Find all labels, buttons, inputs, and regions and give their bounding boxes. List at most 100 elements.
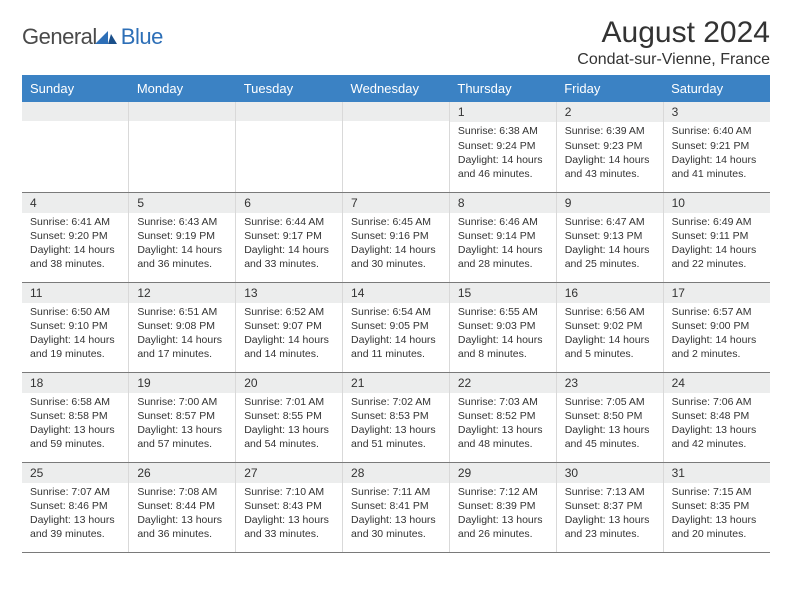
- calendar-day-cell: 25Sunrise: 7:07 AMSunset: 8:46 PMDayligh…: [22, 462, 129, 552]
- sunrise-line: Sunrise: 7:03 AM: [458, 395, 548, 409]
- calendar-day-cell: 24Sunrise: 7:06 AMSunset: 8:48 PMDayligh…: [663, 372, 770, 462]
- day-details: Sunrise: 7:06 AMSunset: 8:48 PMDaylight:…: [664, 393, 770, 456]
- day-number: 1: [450, 102, 556, 122]
- calendar-page: General Blue August 2024 Condat-sur-Vien…: [0, 0, 792, 612]
- day-details: Sunrise: 6:52 AMSunset: 9:07 PMDaylight:…: [236, 303, 342, 366]
- day-number: 3: [664, 102, 770, 122]
- daylight-line: Daylight: 14 hours and 8 minutes.: [458, 333, 548, 361]
- day-details: Sunrise: 6:51 AMSunset: 9:08 PMDaylight:…: [129, 303, 235, 366]
- day-number: 23: [557, 373, 663, 393]
- sunrise-line: Sunrise: 7:01 AM: [244, 395, 334, 409]
- calendar-day-cell: 18Sunrise: 6:58 AMSunset: 8:58 PMDayligh…: [22, 372, 129, 462]
- day-number: 9: [557, 193, 663, 213]
- calendar-day-cell: 23 Sunrise: 7:05 AMSunset: 8:50 PMDayligh…: [556, 372, 663, 462]
- calendar-day-cell: 1Sunrise: 6:38 AMSunset: 9:24 PMDaylight…: [449, 102, 556, 192]
- sunset-line: Sunset: 9:11 PM: [672, 229, 762, 243]
- calendar-day-cell: 6Sunrise: 6:44 AMSunset: 9:17 PMDaylight…: [236, 192, 343, 282]
- calendar-day-cell: 14Sunrise: 6:54 AMSunset: 9:05 PMDayligh…: [343, 282, 450, 372]
- day-number: 14: [343, 283, 449, 303]
- calendar-day-cell: 27Sunrise: 7:10 AMSunset: 8:43 PMDayligh…: [236, 462, 343, 552]
- sunrise-line: Sunrise: 6:39 AM: [565, 124, 655, 138]
- calendar-day-cell: 5Sunrise: 6:43 AMSunset: 9:19 PMDaylight…: [129, 192, 236, 282]
- calendar-day-cell: 12Sunrise: 6:51 AMSunset: 9:08 PMDayligh…: [129, 282, 236, 372]
- calendar-empty-cell: [129, 102, 236, 192]
- sunset-line: Sunset: 8:39 PM: [458, 499, 548, 513]
- sunrise-line: Sunrise: 6:38 AM: [458, 124, 548, 138]
- day-details: Sunrise: 6:50 AMSunset: 9:10 PMDaylight:…: [22, 303, 128, 366]
- daylight-line: Daylight: 13 hours and 45 minutes.: [565, 423, 655, 451]
- weekday-header: Thursday: [449, 75, 556, 102]
- logo: General Blue: [22, 16, 163, 50]
- sunset-line: Sunset: 8:50 PM: [565, 409, 655, 423]
- day-number: 29: [450, 463, 556, 483]
- day-number: 11: [22, 283, 128, 303]
- sunrise-line: Sunrise: 7:05 AM: [565, 395, 655, 409]
- day-details: Sunrise: 6:41 AMSunset: 9:20 PMDaylight:…: [22, 213, 128, 276]
- calendar-day-cell: 7Sunrise: 6:45 AMSunset: 9:16 PMDaylight…: [343, 192, 450, 282]
- calendar-day-cell: 31Sunrise: 7:15 AMSunset: 8:35 PMDayligh…: [663, 462, 770, 552]
- daylight-line: Daylight: 13 hours and 42 minutes.: [672, 423, 762, 451]
- sunrise-line: Sunrise: 6:45 AM: [351, 215, 441, 229]
- daylight-line: Daylight: 14 hours and 25 minutes.: [565, 243, 655, 271]
- weekday-header: Wednesday: [343, 75, 450, 102]
- daylight-line: Daylight: 14 hours and 33 minutes.: [244, 243, 334, 271]
- calendar-body: 1Sunrise: 6:38 AMSunset: 9:24 PMDaylight…: [22, 102, 770, 552]
- calendar-day-cell: 30Sunrise: 7:13 AMSunset: 8:37 PMDayligh…: [556, 462, 663, 552]
- calendar-day-cell: 26Sunrise: 7:08 AMSunset: 8:44 PMDayligh…: [129, 462, 236, 552]
- calendar-day-cell: 29Sunrise: 7:12 AMSunset: 8:39 PMDayligh…: [449, 462, 556, 552]
- daylight-line: Daylight: 14 hours and 38 minutes.: [30, 243, 120, 271]
- empty-day-content: [129, 121, 235, 127]
- day-number: 26: [129, 463, 235, 483]
- calendar-row: 1Sunrise: 6:38 AMSunset: 9:24 PMDaylight…: [22, 102, 770, 192]
- daylight-line: Daylight: 13 hours and 36 minutes.: [137, 513, 227, 541]
- day-details: Sunrise: 6:47 AMSunset: 9:13 PMDaylight:…: [557, 213, 663, 276]
- day-details: Sunrise: 7:11 AMSunset: 8:41 PMDaylight:…: [343, 483, 449, 546]
- day-number: 4: [22, 193, 128, 213]
- day-details: Sunrise: 7:03 AMSunset: 8:52 PMDaylight:…: [450, 393, 556, 456]
- calendar-day-cell: 16Sunrise: 6:56 AMSunset: 9:02 PMDayligh…: [556, 282, 663, 372]
- day-number: 2: [557, 102, 663, 122]
- sunset-line: Sunset: 9:23 PM: [565, 139, 655, 153]
- calendar-day-cell: 4Sunrise: 6:41 AMSunset: 9:20 PMDaylight…: [22, 192, 129, 282]
- daylight-line: Daylight: 14 hours and 2 minutes.: [672, 333, 762, 361]
- sunset-line: Sunset: 8:35 PM: [672, 499, 762, 513]
- sunset-line: Sunset: 9:10 PM: [30, 319, 120, 333]
- day-details: Sunrise: 6:45 AMSunset: 9:16 PMDaylight:…: [343, 213, 449, 276]
- empty-day-content: [343, 121, 449, 127]
- calendar-day-cell: 28Sunrise: 7:11 AMSunset: 8:41 PMDayligh…: [343, 462, 450, 552]
- day-number: 30: [557, 463, 663, 483]
- calendar-day-cell: 17Sunrise: 6:57 AMSunset: 9:00 PMDayligh…: [663, 282, 770, 372]
- calendar-day-cell: 9Sunrise: 6:47 AMSunset: 9:13 PMDaylight…: [556, 192, 663, 282]
- day-number: 27: [236, 463, 342, 483]
- sunrise-line: Sunrise: 7:00 AM: [137, 395, 227, 409]
- sunrise-line: Sunrise: 6:40 AM: [672, 124, 762, 138]
- sunrise-line: Sunrise: 6:52 AM: [244, 305, 334, 319]
- empty-day-number: [343, 102, 449, 121]
- sunrise-line: Sunrise: 6:57 AM: [672, 305, 762, 319]
- daylight-line: Daylight: 13 hours and 23 minutes.: [565, 513, 655, 541]
- weekday-header: Sunday: [22, 75, 129, 102]
- sunset-line: Sunset: 9:20 PM: [30, 229, 120, 243]
- day-number: 15: [450, 283, 556, 303]
- sunrise-line: Sunrise: 6:51 AM: [137, 305, 227, 319]
- header: General Blue August 2024 Condat-sur-Vien…: [22, 16, 770, 69]
- daylight-line: Daylight: 13 hours and 57 minutes.: [137, 423, 227, 451]
- calendar-row: 25Sunrise: 7:07 AMSunset: 8:46 PMDayligh…: [22, 462, 770, 552]
- sunrise-line: Sunrise: 7:07 AM: [30, 485, 120, 499]
- day-details: Sunrise: 7:00 AMSunset: 8:57 PMDaylight:…: [129, 393, 235, 456]
- day-details: Sunrise: 7:08 AMSunset: 8:44 PMDaylight:…: [129, 483, 235, 546]
- sunrise-line: Sunrise: 6:46 AM: [458, 215, 548, 229]
- daylight-line: Daylight: 14 hours and 30 minutes.: [351, 243, 441, 271]
- daylight-line: Daylight: 13 hours and 54 minutes.: [244, 423, 334, 451]
- day-details: Sunrise: 6:49 AMSunset: 9:11 PMDaylight:…: [664, 213, 770, 276]
- day-details: Sunrise: 6:39 AMSunset: 9:23 PMDaylight:…: [557, 122, 663, 185]
- empty-day-number: [22, 102, 128, 121]
- daylight-line: Daylight: 14 hours and 46 minutes.: [458, 153, 548, 181]
- day-number: 7: [343, 193, 449, 213]
- calendar-table: SundayMondayTuesdayWednesdayThursdayFrid…: [22, 75, 770, 553]
- sunset-line: Sunset: 9:13 PM: [565, 229, 655, 243]
- day-number: 17: [664, 283, 770, 303]
- sunrise-line: Sunrise: 7:08 AM: [137, 485, 227, 499]
- daylight-line: Daylight: 14 hours and 11 minutes.: [351, 333, 441, 361]
- calendar-day-cell: 2Sunrise: 6:39 AMSunset: 9:23 PMDaylight…: [556, 102, 663, 192]
